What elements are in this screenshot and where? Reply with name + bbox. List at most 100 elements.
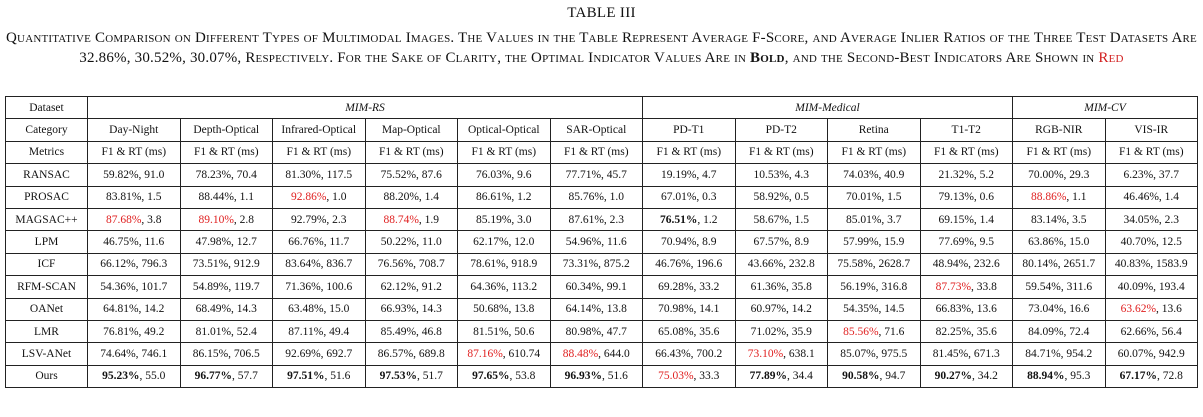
f1-value: 88.20% [383, 191, 419, 204]
rt-value: , 72.4 [1063, 325, 1090, 338]
table-row: MAGSAC++ 87.68%, 3.8 89.10%, 2.8 92.79%, 2.… [5, 207, 1198, 232]
category-header: T1-T2 [919, 118, 1013, 142]
category-header: Depth-Optical [179, 118, 273, 142]
rt-value: , 8.9 [788, 236, 810, 249]
result-cell: 77.69%, 9.5 [919, 230, 1013, 254]
f1-value: 54.96% [565, 236, 602, 249]
rt-value: , 1.4 [973, 213, 995, 226]
f1-value: 62.12% [380, 280, 417, 293]
result-cell: 96.77%, 57.7 [179, 364, 273, 389]
f1-value: 83.64% [285, 258, 321, 271]
rt-value: , 232.8 [783, 258, 815, 271]
result-cell: 19.19%, 4.7 [642, 163, 736, 187]
result-cell: 66.93%, 14.3 [364, 297, 458, 321]
rt-value: , 95.3 [1064, 370, 1091, 383]
f1-value: 76.51% [660, 213, 698, 226]
f1-value: 73.04% [1028, 303, 1064, 316]
f1-value: 87.61% [568, 213, 604, 226]
rt-value: , 3.7 [881, 213, 902, 226]
result-cell: 92.69%, 692.7 [272, 342, 366, 366]
rt-value: , 99.1 [601, 280, 627, 293]
f1-value: 87.11% [288, 325, 324, 338]
rt-value: , 91.2 [416, 280, 442, 293]
method-name: OANet [5, 297, 88, 321]
method-name: ICF [5, 252, 88, 277]
f1-value: 86.57% [377, 347, 414, 360]
result-cell: 86.57%, 689.8 [364, 342, 458, 366]
rt-value: , 0.5 [788, 191, 810, 204]
result-cell: 10.53%, 4.3 [734, 163, 828, 187]
rt-value: , 16.6 [1063, 303, 1090, 316]
result-cell: 40.83%, 1583.9 [1104, 252, 1198, 277]
method-name: MAGSAC++ [5, 207, 88, 232]
f1-value: 64.36% [470, 280, 506, 293]
f1-value: 70.94% [660, 236, 697, 249]
f1-value: 57.99% [843, 236, 879, 249]
result-cell: 70.94%, 8.9 [642, 230, 736, 254]
result-cell: 46.46%, 1.4 [1104, 185, 1198, 209]
f1-value: 56.19% [840, 280, 876, 293]
rt-value: , 692.7 [320, 347, 353, 360]
f1-value: 59.54% [1025, 280, 1061, 293]
result-cell: 63.86%, 15.0 [1012, 230, 1106, 254]
f1-value: 90.58% [842, 370, 880, 383]
rt-value: , 12.5 [1156, 236, 1182, 249]
result-cell: 81.01%, 52.4 [179, 319, 273, 344]
result-cell: 88.74%, 1.9 [364, 207, 458, 232]
f1-value: 64.81% [103, 303, 139, 316]
metrics-label: Metrics [5, 140, 88, 165]
metric-header: F1 & RT (ms) [1104, 140, 1198, 165]
rt-value: , 2.3 [1158, 213, 1180, 226]
rt-value: , 29.3 [1063, 168, 1090, 181]
f1-value: 84.09% [1028, 325, 1064, 338]
result-cell: 81.45%, 671.3 [919, 342, 1013, 366]
metric-header: F1 & RT (ms) [364, 140, 458, 165]
rt-value: , 14.5 [878, 303, 905, 316]
f1-value: 83.14% [1030, 213, 1067, 226]
metric-header: F1 & RT (ms) [734, 140, 828, 165]
rt-value: , 13.8 [508, 303, 535, 316]
table-row: PROSAC 83.81%, 1.5 88.44%, 1.1 92.86%, 1.0 8… [5, 185, 1198, 209]
table-row: RANSAC 59.82%, 91.0 78.23%, 70.4 81.30%, 11… [5, 163, 1198, 187]
result-cell: 97.53%, 51.7 [364, 364, 458, 389]
rt-value: , 46.8 [416, 325, 442, 338]
rt-value: , 14.3 [416, 303, 442, 316]
result-cell: 86.15%, 706.5 [179, 342, 273, 366]
f1-value: 85.07% [840, 347, 876, 360]
result-cell: 70.98%, 14.1 [642, 297, 736, 321]
table-row: Ours 95.23%, 55.0 96.77%, 57.7 97.51%, 51.6… [5, 364, 1198, 389]
f1-value: 77.69% [938, 236, 974, 249]
result-cell: 66.12%, 796.3 [87, 252, 181, 277]
rt-value: , 689.8 [413, 347, 445, 360]
f1-value: 88.44% [198, 191, 234, 204]
f1-value: 82.25% [935, 325, 972, 338]
result-cell: 82.25%, 35.6 [919, 319, 1013, 344]
result-cell: 48.94%, 232.6 [919, 252, 1013, 277]
f1-value: 70.01% [845, 191, 882, 204]
rt-value: , 311.6 [1060, 280, 1093, 293]
rt-value: , 14.3 [231, 303, 257, 316]
result-cell: 73.31%, 875.2 [549, 252, 643, 277]
result-cell: 85.49%, 46.8 [364, 319, 458, 344]
rt-value: , 12.7 [231, 236, 257, 249]
table-title: TABLE III [567, 5, 636, 21]
rt-value: , 12.0 [508, 236, 535, 249]
rt-value: , 49.4 [323, 325, 350, 338]
rt-value: , 52.4 [231, 325, 257, 338]
rt-value: , 0.6 [973, 191, 995, 204]
f1-value: 77.71% [565, 168, 602, 181]
result-cell: 81.30%, 117.5 [272, 163, 366, 187]
result-cell: 56.19%, 316.8 [827, 275, 921, 299]
rt-value: , 34.4 [787, 370, 813, 383]
f1-value: 78.61% [470, 258, 506, 271]
f1-value: 87.68% [105, 213, 142, 226]
result-cell: 62.12%, 91.2 [364, 275, 458, 299]
caption-part2: , and the Second-Best Indicators Are Sho… [784, 49, 1099, 66]
f1-value: 48.94% [932, 258, 969, 271]
rt-value: , 119.7 [228, 280, 260, 293]
rt-value: , 918.9 [505, 258, 538, 271]
group-header: MIM-Medical [642, 95, 1013, 120]
method-name: RANSAC [5, 163, 88, 187]
f1-value: 79.13% [938, 191, 974, 204]
rt-value: , 56.4 [1156, 325, 1182, 338]
